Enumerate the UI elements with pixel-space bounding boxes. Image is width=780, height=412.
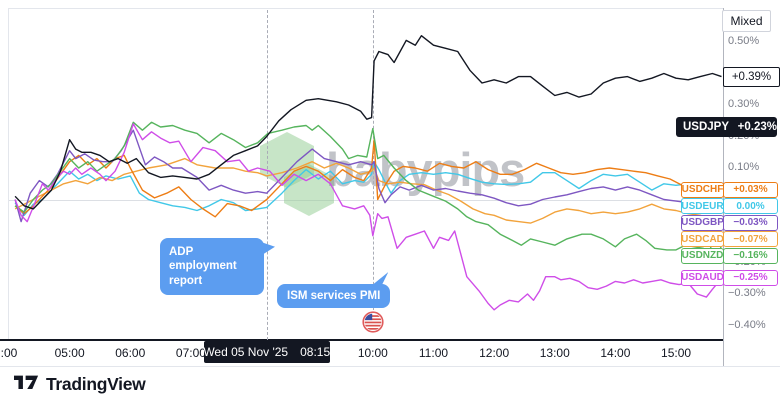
zero-percent-gridline xyxy=(9,200,723,201)
usdnzd-symbol-label[interactable]: USDNZD xyxy=(681,247,724,264)
chart-left-border xyxy=(8,8,9,340)
tradingview-logo-icon xyxy=(14,375,39,389)
usdchf-value-label[interactable]: +0.03% xyxy=(723,181,778,198)
time-label-1200: 12:00 xyxy=(479,346,510,360)
bottom-separator xyxy=(0,366,780,367)
event-marker-line-0815 xyxy=(266,10,268,340)
time-axis-separator xyxy=(0,339,723,341)
line-USDAUD xyxy=(14,123,723,311)
usdeur-symbol-label[interactable]: USDEUR xyxy=(681,198,724,215)
price-lines-canvas[interactable] xyxy=(0,0,723,340)
price-tick: 0.30% xyxy=(728,98,760,110)
line-USDNZD xyxy=(14,121,723,254)
tooltip-date: Wed 05 Nov '25 xyxy=(203,345,289,359)
time-label-0600: 06:00 xyxy=(115,346,146,360)
usdgbp-symbol-label[interactable]: USDGBP xyxy=(681,214,724,231)
usdgbp-value-label[interactable]: −0.03% xyxy=(723,214,778,231)
usdaud-value-label[interactable]: −0.25% xyxy=(723,269,778,286)
time-label-1100: 11:00 xyxy=(418,346,449,360)
time-label-1300: 13:00 xyxy=(539,346,570,360)
us-flag-icon[interactable] xyxy=(362,311,384,333)
tooltip-time: 08:15 xyxy=(300,345,331,359)
time-label-1000: 10:00 xyxy=(357,346,388,360)
time-label-1400: 14:00 xyxy=(600,346,631,360)
annotation-ism-services: ISM services PMI xyxy=(277,272,391,309)
status-label: Mixed xyxy=(730,14,763,28)
line-USDEUR xyxy=(14,160,722,217)
last-price-label: +0.39% xyxy=(731,70,772,83)
line-USDJPY xyxy=(14,35,722,210)
time-label-00: :00 xyxy=(0,346,18,360)
usdjpy-last-price-box: +0.39% xyxy=(723,66,780,87)
usdaud-symbol-label[interactable]: USDAUD xyxy=(681,269,724,286)
usdeur-value-label[interactable]: 0.00% xyxy=(723,198,778,215)
value-label: +0.23% xyxy=(737,121,777,134)
annotation-text: ISM services PMI xyxy=(287,290,381,302)
crosshair-date-tooltip: Wed 05 Nov '25 08:15 xyxy=(203,341,331,363)
time-label-1500: 15:00 xyxy=(661,346,692,360)
market-status-badge: Mixed xyxy=(722,10,771,32)
symbol-label: USDJPY xyxy=(683,121,730,134)
event-marker-line-1000 xyxy=(372,10,374,310)
price-tick: 0.10% xyxy=(728,161,760,173)
usdcad-symbol-label[interactable]: USDCAD xyxy=(681,231,724,248)
time-label-0700: 07:00 xyxy=(175,346,206,360)
chart-top-border xyxy=(8,8,723,9)
time-label-0500: 05:00 xyxy=(54,346,85,360)
usdcad-value-label[interactable]: −0.07% xyxy=(723,231,778,248)
usdchf-symbol-label[interactable]: USDCHF xyxy=(681,181,724,198)
usdnzd-value-label[interactable]: −0.16% xyxy=(723,247,778,264)
usdjpy-label-badge[interactable]: USDJPY +0.23% xyxy=(676,117,777,138)
price-tick: −0.30% xyxy=(728,287,766,299)
tradingview-wordmark: TradingView xyxy=(46,374,146,394)
annotation-adp-employment: ADP employment report xyxy=(160,238,275,296)
price-tick: 0.50% xyxy=(728,35,760,47)
tradingview-attribution[interactable]: TradingView xyxy=(14,374,146,395)
annotation-text: ADP employment report xyxy=(169,246,237,287)
line-USDGBP xyxy=(14,129,722,223)
price-tick: −0.40% xyxy=(728,318,766,331)
